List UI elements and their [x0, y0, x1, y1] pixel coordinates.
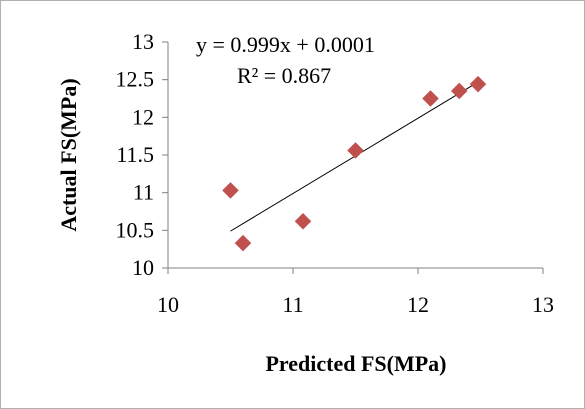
x-tick-label: 11 [282, 292, 303, 317]
x-tick-label: 13 [532, 292, 554, 317]
y-tick-label: 12 [132, 104, 154, 129]
y-axis-title: Actual FS(MPa) [56, 78, 81, 231]
x-tick-label: 12 [407, 292, 429, 317]
data-point [450, 82, 468, 100]
y-tick-label: 12.5 [116, 67, 155, 92]
x-axis-title: Predicted FS(MPa) [265, 351, 446, 376]
axes [162, 41, 544, 274]
y-tick-label: 10 [132, 255, 154, 280]
y-tick-label: 11.5 [116, 142, 154, 167]
r-squared-label: R² = 0.867 [237, 63, 331, 88]
data-points [222, 75, 487, 252]
equation-label: y = 0.999x + 0.0001 [196, 32, 375, 57]
labels: 10 10.5 11 11.5 12 12.5 13 10 11 12 13 y = 0.999x +… [56, 29, 554, 376]
data-point [469, 75, 487, 93]
data-point [347, 142, 364, 159]
y-tick-label: 10.5 [116, 217, 155, 242]
data-point [422, 90, 439, 107]
y-tick-label: 11 [133, 180, 154, 205]
x-tick-label: 10 [157, 292, 179, 317]
data-point [222, 182, 239, 199]
data-point [294, 212, 312, 230]
data-point [234, 234, 252, 252]
y-tick-label: 13 [132, 29, 154, 54]
